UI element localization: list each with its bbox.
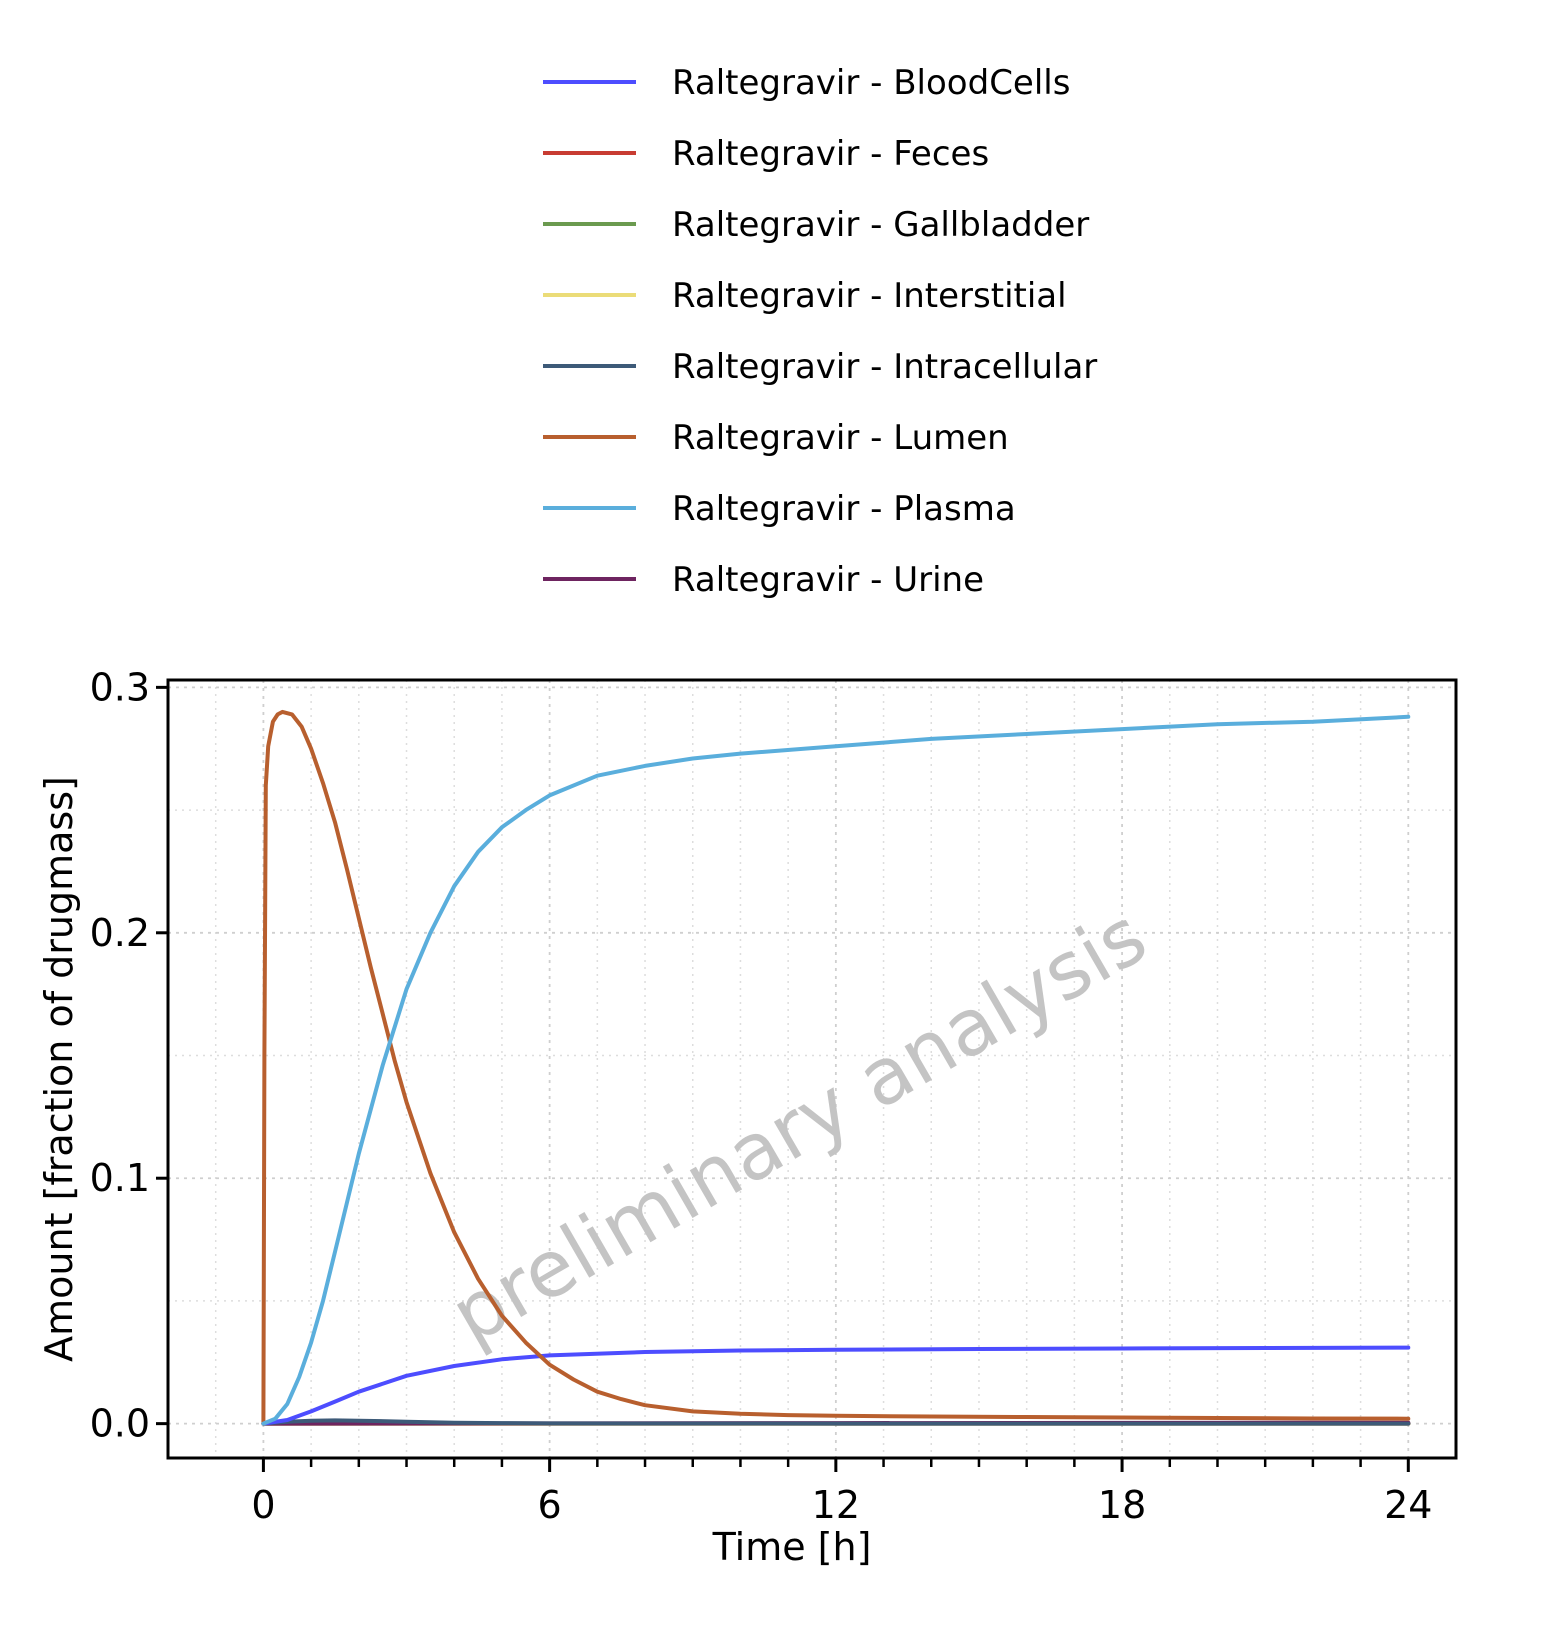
legend-label: Raltegravir - BloodCells [672, 63, 1070, 103]
legend-item: Raltegravir - Urine [543, 560, 984, 600]
legend-item: Raltegravir - Interstitial [543, 276, 1067, 316]
legend-item: Raltegravir - Feces [543, 134, 989, 174]
legend-label: Raltegravir - Urine [672, 560, 984, 600]
x-tick-label: 24 [1384, 1483, 1432, 1527]
legend-item: Raltegravir - Gallbladder [543, 205, 1089, 245]
x-tick-label: 12 [812, 1483, 860, 1527]
x-axis-title: Time [h] [712, 1525, 872, 1569]
legend-item: Raltegravir - BloodCells [543, 63, 1070, 103]
legend-label: Raltegravir - Intracellular [672, 347, 1097, 387]
plot-frame [166, 678, 1458, 1460]
y-tick-label: 0.1 [90, 1156, 150, 1200]
legend-label: Raltegravir - Feces [672, 134, 989, 174]
legend-item: Raltegravir - Lumen [543, 418, 1009, 458]
series-line-plasma [261, 714, 1411, 1426]
series-lines [261, 709, 1411, 1426]
legend-item: Raltegravir - Plasma [543, 489, 1016, 529]
legend-item: Raltegravir - Intracellular [543, 347, 1097, 387]
x-axis: 0 6 12 18 24 [251, 1458, 1432, 1527]
y-axis: 0.0 0.1 0.2 0.3 [90, 665, 168, 1446]
legend: Raltegravir - BloodCells Raltegravir - Fe… [543, 63, 1097, 600]
x-tick-label: 18 [1098, 1483, 1146, 1527]
legend-label: Raltegravir - Gallbladder [672, 205, 1089, 245]
x-tick-label: 6 [538, 1483, 562, 1527]
minor-grid [167, 680, 1457, 1458]
y-tick-label: 0.2 [90, 911, 150, 955]
x-tick-label: 0 [251, 1483, 275, 1527]
legend-label: Raltegravir - Plasma [672, 489, 1016, 529]
legend-label: Raltegravir - Lumen [672, 418, 1009, 458]
legend-label: Raltegravir - Interstitial [672, 276, 1067, 316]
plot-area: preliminary analysis [166, 678, 1458, 1460]
series-line-bloodcells [261, 1345, 1411, 1426]
y-tick-label: 0.3 [90, 665, 150, 709]
y-tick-label: 0.0 [90, 1402, 150, 1446]
y-axis-title: Amount [fraction of drugmass] [37, 776, 81, 1362]
series-line-intracellular [261, 1418, 1411, 1426]
series-line-lumen [261, 709, 1411, 1426]
